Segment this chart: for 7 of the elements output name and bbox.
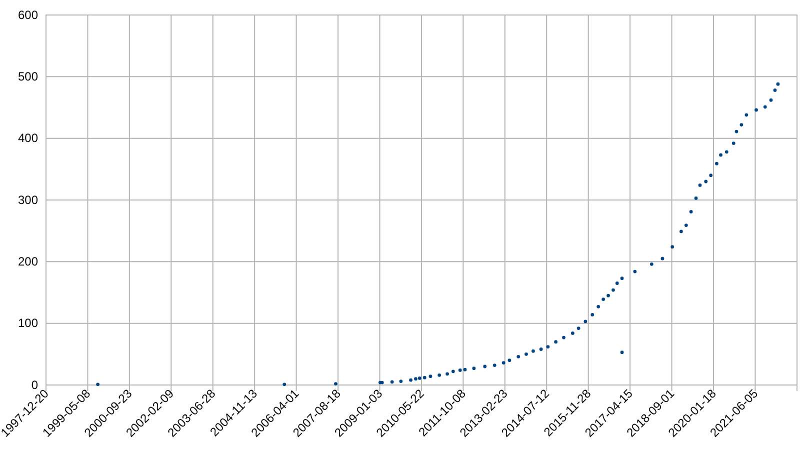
y-tick-label: 300: [18, 192, 38, 207]
y-tick-label: 100: [18, 316, 38, 330]
y-tick-label: 400: [18, 131, 38, 146]
y-tick-label: 500: [18, 70, 38, 84]
y-tick-label: 0: [31, 378, 38, 392]
y-tick-label: 200: [18, 254, 38, 269]
y-tick-label: 600: [18, 8, 38, 22]
